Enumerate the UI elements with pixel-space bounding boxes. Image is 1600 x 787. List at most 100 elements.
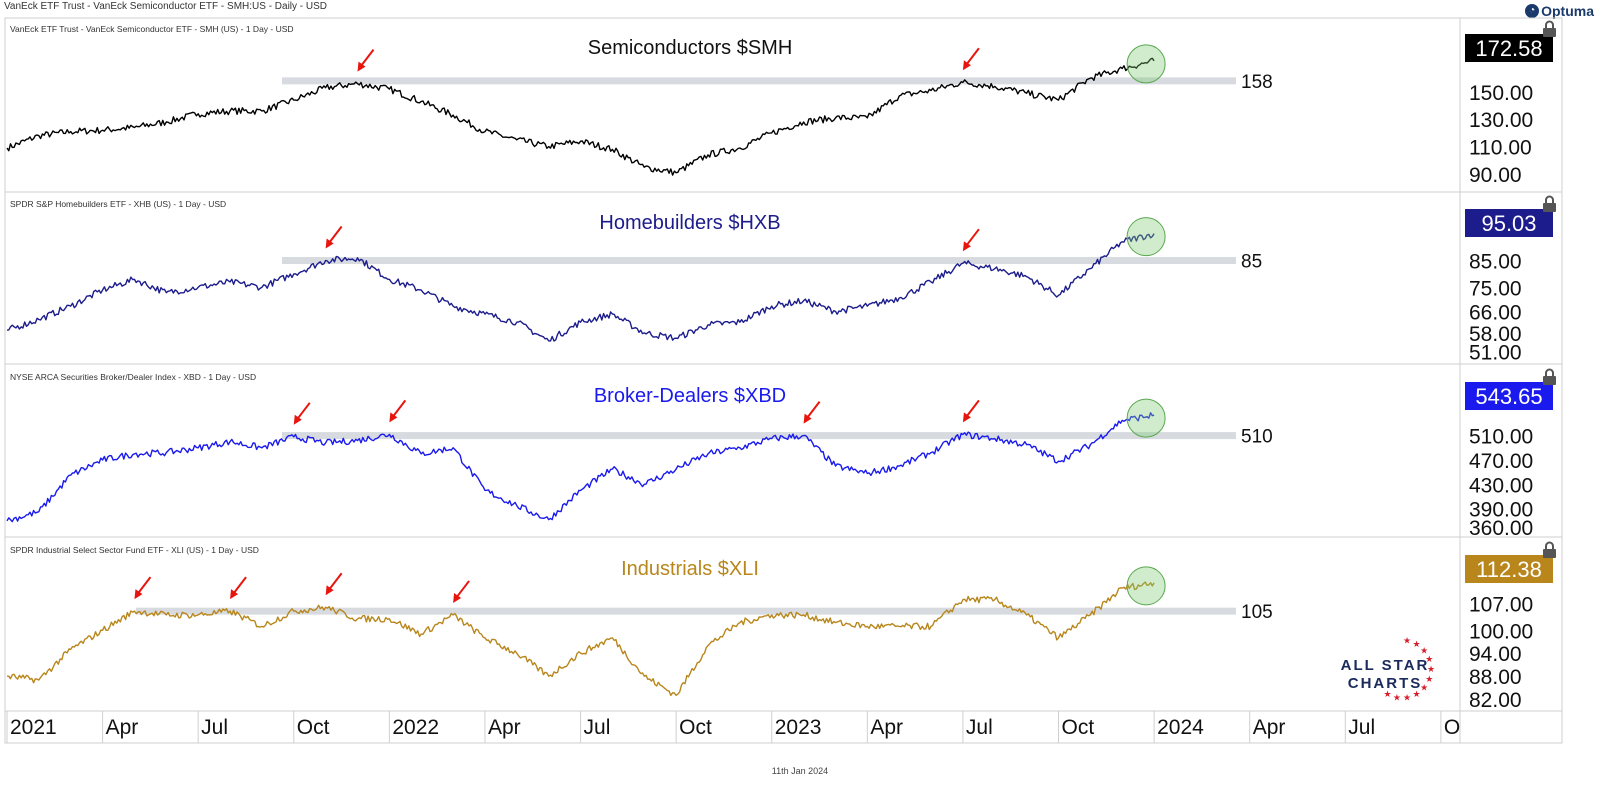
logo-star-icon: ★ bbox=[1420, 684, 1428, 694]
x-tick-label: 2024 bbox=[1157, 716, 1204, 739]
x-tick-label: Jul bbox=[966, 716, 993, 739]
panel-source-label: SPDR S&P Homebuilders ETF - XHB (US) - 1… bbox=[10, 199, 226, 209]
brand-logo: ◔ Optuma bbox=[1525, 3, 1594, 19]
peak-arrow-shaft bbox=[327, 572, 343, 591]
x-tick-label: Jul bbox=[1348, 716, 1375, 739]
peak-arrow-shaft bbox=[965, 399, 980, 418]
panel-title: Broker-Dealers $XBD bbox=[594, 385, 786, 407]
x-tick-label: Oct bbox=[679, 716, 712, 739]
peak-arrow bbox=[325, 572, 343, 596]
y-tick-label: 107.00 bbox=[1469, 593, 1533, 616]
breakout-highlight bbox=[1126, 398, 1166, 438]
last-value-text: 172.58 bbox=[1475, 36, 1542, 61]
peak-arrow-head bbox=[357, 61, 366, 72]
peak-arrow-shaft bbox=[965, 47, 980, 66]
logo-line2: CHARTS bbox=[1348, 675, 1423, 692]
lock-shackle bbox=[1545, 195, 1554, 203]
panel-2: SPDR S&P Homebuilders ETF - XHB (US) - 1… bbox=[5, 195, 1562, 365]
lock-shackle bbox=[1545, 541, 1554, 549]
peak-arrow bbox=[453, 580, 470, 603]
last-value-text: 112.38 bbox=[1476, 557, 1542, 582]
chart-frame bbox=[4, 17, 1563, 744]
optuma-logo-icon: ◔ bbox=[1525, 4, 1540, 18]
last-value-badge bbox=[1465, 382, 1553, 410]
series-line bbox=[6, 233, 1155, 342]
x-tick-label: Oct bbox=[297, 716, 330, 739]
logo-star-icon: ★ bbox=[1412, 690, 1420, 700]
y-tick-label: 360.00 bbox=[1469, 517, 1533, 540]
resistance-band bbox=[282, 432, 1236, 440]
x-axis: 2021 Apr Jul Oct 2022 Apr Jul Oct 2023 Apr Jul Oct 2… bbox=[5, 710, 1562, 743]
peak-arrow-shaft bbox=[232, 576, 247, 595]
logo-star-icon: ★ bbox=[1427, 665, 1435, 675]
x-tick-label: Jul bbox=[584, 716, 611, 739]
resistance-band bbox=[282, 257, 1236, 265]
resistance-band bbox=[136, 607, 1236, 615]
logo-star-icon: ★ bbox=[1383, 690, 1391, 700]
y-tick-label: 470.00 bbox=[1469, 450, 1533, 473]
x-tick-label: Apr bbox=[488, 716, 521, 739]
peak-arrow bbox=[962, 47, 980, 71]
peak-arrow-head bbox=[962, 241, 971, 252]
peak-arrow bbox=[230, 576, 247, 600]
x-tick-label: Apr bbox=[870, 716, 903, 739]
x-tick-label: Apr bbox=[106, 716, 139, 739]
y-tick-label: 150.00 bbox=[1469, 82, 1533, 105]
logo-star-icon: ★ bbox=[1412, 640, 1420, 650]
peak-arrow bbox=[134, 576, 152, 600]
brand-name: Optuma bbox=[1541, 3, 1594, 19]
breakout-highlight bbox=[1126, 566, 1166, 606]
peak-arrow-shaft bbox=[805, 400, 821, 420]
logo-star-icon: ★ bbox=[1425, 655, 1433, 665]
y-tick-label: 58.00 bbox=[1469, 323, 1522, 346]
last-value-badge bbox=[1465, 555, 1553, 583]
lock-shackle bbox=[1545, 368, 1554, 376]
series-line bbox=[6, 57, 1155, 176]
y-tick-label: 51.00 bbox=[1469, 342, 1522, 365]
peak-arrow-shaft bbox=[295, 402, 311, 421]
logo-star-icon: ★ bbox=[1393, 694, 1401, 704]
y-tick-label: 100.00 bbox=[1469, 620, 1533, 643]
peak-arrow bbox=[962, 399, 980, 423]
breakout-highlight bbox=[1126, 217, 1166, 257]
panel-title: Industrials $XLI bbox=[621, 558, 759, 580]
panel-1: VanEck ETF Trust - VanEck Semiconductor … bbox=[5, 20, 1562, 193]
peak-arrow-head bbox=[293, 414, 302, 425]
logo-star-icon: ★ bbox=[1420, 646, 1428, 656]
lock-body bbox=[1543, 376, 1556, 385]
resistance-label: 158 bbox=[1241, 72, 1273, 93]
panel-source-label: SPDR Industrial Select Sector Fund ETF -… bbox=[10, 545, 259, 555]
peak-arrow-shaft bbox=[327, 225, 343, 245]
lock-shackle bbox=[1545, 20, 1554, 28]
panel-3: NYSE ARCA Securities Broker/Dealer Index… bbox=[5, 368, 1562, 540]
peak-arrow bbox=[293, 402, 311, 425]
peak-arrow-shaft bbox=[455, 580, 470, 599]
peak-arrow-head bbox=[803, 413, 812, 424]
logo-star-icon: ★ bbox=[1425, 675, 1433, 685]
last-value-text: 95.03 bbox=[1481, 211, 1536, 236]
y-tick-label: 390.00 bbox=[1469, 499, 1533, 522]
x-tick-label: Jul bbox=[201, 716, 228, 739]
peak-arrow-head bbox=[325, 585, 334, 596]
panel-title: Homebuilders $HXB bbox=[599, 212, 780, 234]
y-tick-label: 85.00 bbox=[1469, 251, 1522, 274]
lock-icon bbox=[1543, 541, 1556, 558]
peak-arrow bbox=[357, 49, 375, 72]
peak-arrow-head bbox=[962, 412, 971, 423]
logo-star-icon: ★ bbox=[1403, 636, 1411, 646]
logo-line1: ALL STAR bbox=[1341, 657, 1430, 674]
peak-arrow-shaft bbox=[965, 228, 980, 247]
peak-arrow-head bbox=[962, 60, 971, 71]
peak-arrow-head bbox=[325, 238, 334, 249]
resistance-band bbox=[282, 77, 1236, 85]
y-tick-label: 90.00 bbox=[1469, 164, 1522, 187]
resistance-label: 105 bbox=[1241, 602, 1273, 623]
y-tick-label: 510.00 bbox=[1469, 426, 1533, 449]
last-value-badge bbox=[1465, 209, 1553, 237]
y-tick-label: 110.00 bbox=[1469, 137, 1532, 160]
peak-arrow-head bbox=[453, 592, 462, 603]
lock-body bbox=[1543, 28, 1556, 37]
last-value-text: 543.65 bbox=[1475, 384, 1542, 409]
peak-arrow bbox=[389, 399, 407, 423]
